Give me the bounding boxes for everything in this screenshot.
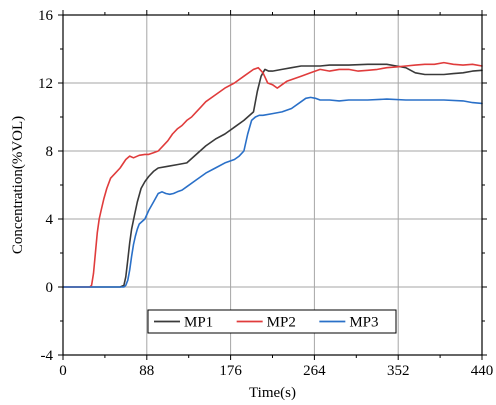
legend-box xyxy=(147,309,397,334)
y-tick-label: 8 xyxy=(46,144,54,160)
y-axis-title: Concentration(%VOL) xyxy=(10,116,26,254)
legend-label-mp1: MP1 xyxy=(184,315,213,331)
y-tick-label: 0 xyxy=(46,280,54,296)
axis-ticks xyxy=(58,10,487,360)
legend-label-mp3: MP3 xyxy=(349,315,378,331)
series-line-mp3 xyxy=(62,96,483,288)
x-tick-label: 264 xyxy=(303,363,326,379)
y-tick-label: -4 xyxy=(41,348,54,364)
x-tick-label: 352 xyxy=(387,363,410,379)
legend: MP1 MP2 MP3 xyxy=(147,309,397,334)
x-tick-label: 88 xyxy=(139,363,154,379)
x-tick-label: 0 xyxy=(59,363,67,379)
legend-label-mp2: MP2 xyxy=(267,315,296,331)
y-tick-label: 4 xyxy=(46,212,54,228)
x-axis-title: Time(s) xyxy=(249,385,296,401)
x-tick-label: 176 xyxy=(219,363,242,379)
series-line-mp1 xyxy=(62,63,483,288)
series-group xyxy=(62,61,483,288)
x-tick-label: 440 xyxy=(471,363,494,379)
y-tick-label: 16 xyxy=(38,8,54,24)
tick-labels: 0 88 176 264 352 440 -4 0 4 8 12 16 xyxy=(38,8,493,379)
y-tick-label: 12 xyxy=(38,76,53,92)
series-line-mp2 xyxy=(62,61,483,288)
